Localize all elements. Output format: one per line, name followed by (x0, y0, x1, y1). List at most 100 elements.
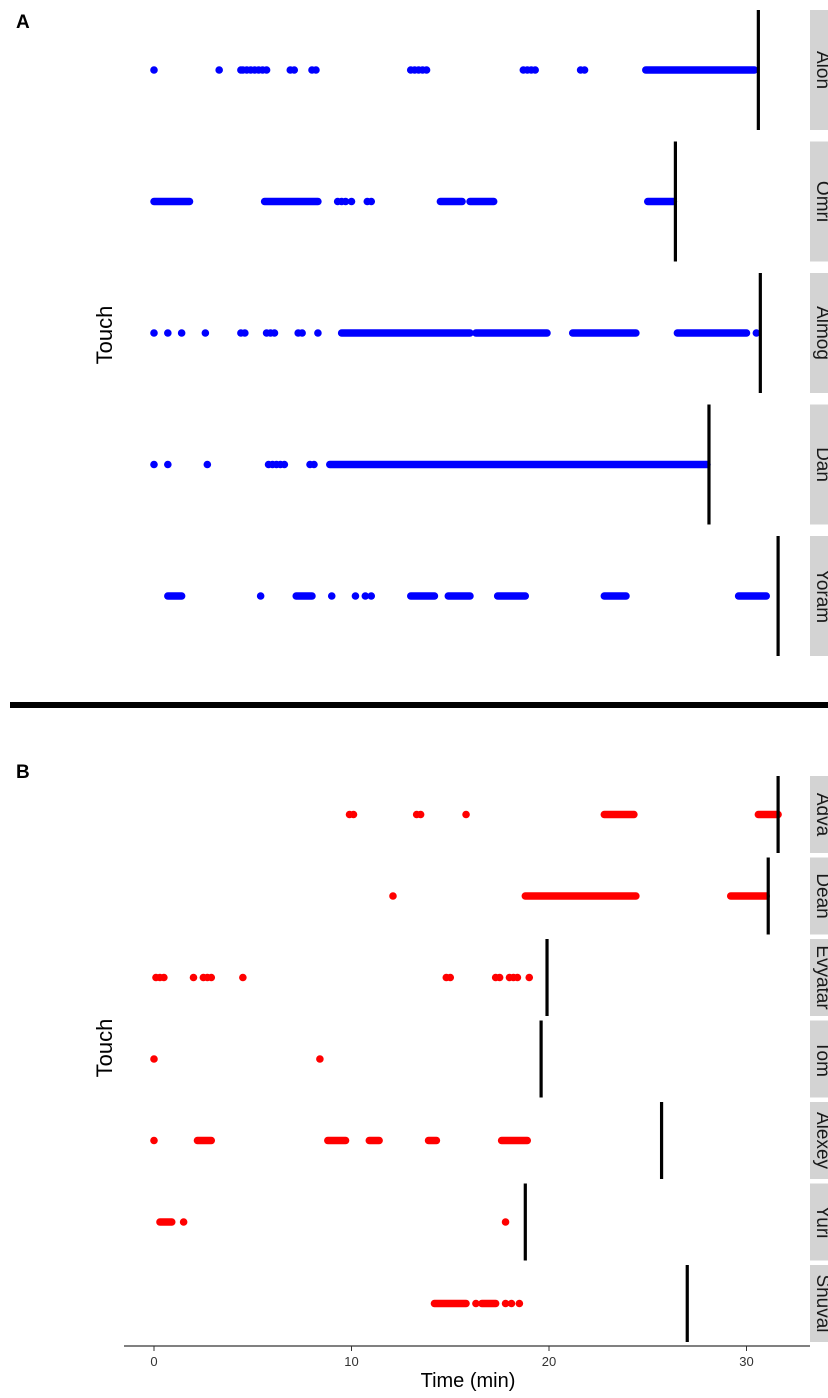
panel-a-facet-omri: Omri (150, 141, 828, 262)
panel-b: B Touch Adva Dean Evyatar Tom Alexey Yuri Shuv… (16, 762, 828, 1392)
touch-point (150, 460, 158, 469)
touch-point (752, 329, 761, 337)
facet-strip (810, 536, 828, 656)
touch-point (280, 460, 289, 469)
touch-point (239, 973, 247, 982)
touch-point (150, 329, 158, 337)
touch-point (164, 329, 172, 337)
touch-point (207, 973, 216, 982)
touch-point (215, 66, 223, 74)
touch-point (422, 66, 431, 74)
facet-strip-label: Yoram (812, 569, 828, 623)
panel-b-facet-shuval: Shuval (430, 1265, 828, 1342)
touch-point (446, 973, 455, 982)
touch-point (580, 66, 589, 74)
facet-strip (810, 1020, 828, 1098)
facet-strip (810, 939, 828, 1016)
touch-point (367, 197, 376, 206)
panel-b-facet-dean: Dean (389, 857, 828, 935)
touch-point (416, 810, 425, 819)
facet-strip-label: Shuval (812, 1274, 828, 1332)
facet-strip-label: Almog (812, 306, 828, 360)
touch-point (349, 810, 358, 819)
touch-point (298, 329, 306, 337)
x-tick-label: 10 (344, 1354, 358, 1369)
panel-b-letter: B (16, 762, 30, 783)
touch-point (513, 973, 522, 982)
facet-strip (810, 857, 828, 935)
touch-point (290, 66, 299, 74)
panel-a-facet-yoram: Yoram (164, 536, 828, 656)
touch-point (150, 66, 158, 74)
panel-b-facets: Adva Dean Evyatar Tom Alexey Yuri Shuval (150, 776, 828, 1342)
facet-strip (810, 404, 828, 525)
facet-strip-label: Dan (812, 447, 828, 482)
touch-point (347, 197, 356, 206)
touch-point (179, 1218, 188, 1226)
panel-a-facet-almog: Almog (150, 273, 828, 393)
touch-point (525, 973, 534, 982)
touch-point (189, 973, 198, 982)
facet-strip-label: Evyatar (812, 945, 828, 1010)
facet-strip-label: Yuri (812, 1206, 828, 1239)
facet-strip-label: Alon (812, 51, 828, 89)
panel-a-facet-alon: Alon (150, 10, 828, 130)
panel-b-facet-evyatar: Evyatar (152, 939, 828, 1016)
touch-point (507, 1299, 516, 1308)
panel-b-facet-tom: Tom (150, 1020, 828, 1098)
touch-point (531, 66, 539, 74)
x-axis-ticks: 0 10 20 30 (150, 1346, 754, 1369)
facet-strip (810, 273, 828, 393)
panel-a-facet-dan: Dan (150, 404, 828, 525)
panel-a-facets: Alon Omri Almog Dan Yoram (150, 10, 828, 656)
touch-point (367, 592, 376, 600)
touch-point (341, 197, 350, 206)
facet-strip (810, 1102, 828, 1179)
panel-a: A Touch Alon Omri Almog Dan Yoram (16, 10, 828, 656)
panel-a-y-title: Touch (92, 306, 117, 365)
panel-b-facet-alexey: Alexey (150, 1102, 828, 1179)
facet-strip-label: Adva (812, 793, 828, 837)
touch-point (327, 592, 336, 600)
facet-strip-label: Alexey (812, 1112, 828, 1170)
touch-point (515, 1299, 524, 1308)
panel-a-letter: A (16, 12, 30, 33)
touch-point (201, 329, 210, 337)
facet-strip (810, 10, 828, 130)
touch-point (314, 329, 322, 337)
facet-strip-label: Omri (812, 181, 828, 222)
touch-point (150, 1136, 158, 1145)
touch-point (262, 66, 271, 74)
x-tick-label: 0 (150, 1354, 157, 1369)
touch-point (495, 973, 504, 982)
touch-point (270, 329, 279, 337)
facet-strip (810, 141, 828, 262)
touch-point (462, 810, 470, 819)
facet-strip-label: Tom (812, 1041, 828, 1077)
touch-point (177, 329, 186, 337)
facet-strip (810, 1183, 828, 1261)
touch-point (472, 1299, 480, 1308)
facet-strip-label: Dean (812, 873, 828, 918)
x-axis-title: Time (min) (421, 1370, 516, 1392)
touch-point (316, 1055, 324, 1063)
touch-point (160, 973, 168, 982)
touch-point (164, 460, 172, 469)
touch-point (361, 592, 370, 600)
panel-b-facet-adva: Adva (345, 776, 828, 853)
touch-point (203, 460, 212, 469)
facet-strip (810, 776, 828, 853)
touch-point (501, 1218, 510, 1226)
touch-point (256, 592, 265, 600)
touch-point (351, 592, 360, 600)
touch-point (389, 892, 397, 900)
panel-b-y-title: Touch (92, 1019, 117, 1078)
x-tick-label: 30 (739, 1354, 753, 1369)
touch-point (150, 1055, 158, 1063)
x-tick-label: 20 (542, 1354, 556, 1369)
touch-point (241, 329, 249, 337)
facet-strip (810, 1265, 828, 1342)
panel-b-facet-yuri: Yuri (156, 1183, 828, 1261)
touch-point (310, 460, 318, 469)
